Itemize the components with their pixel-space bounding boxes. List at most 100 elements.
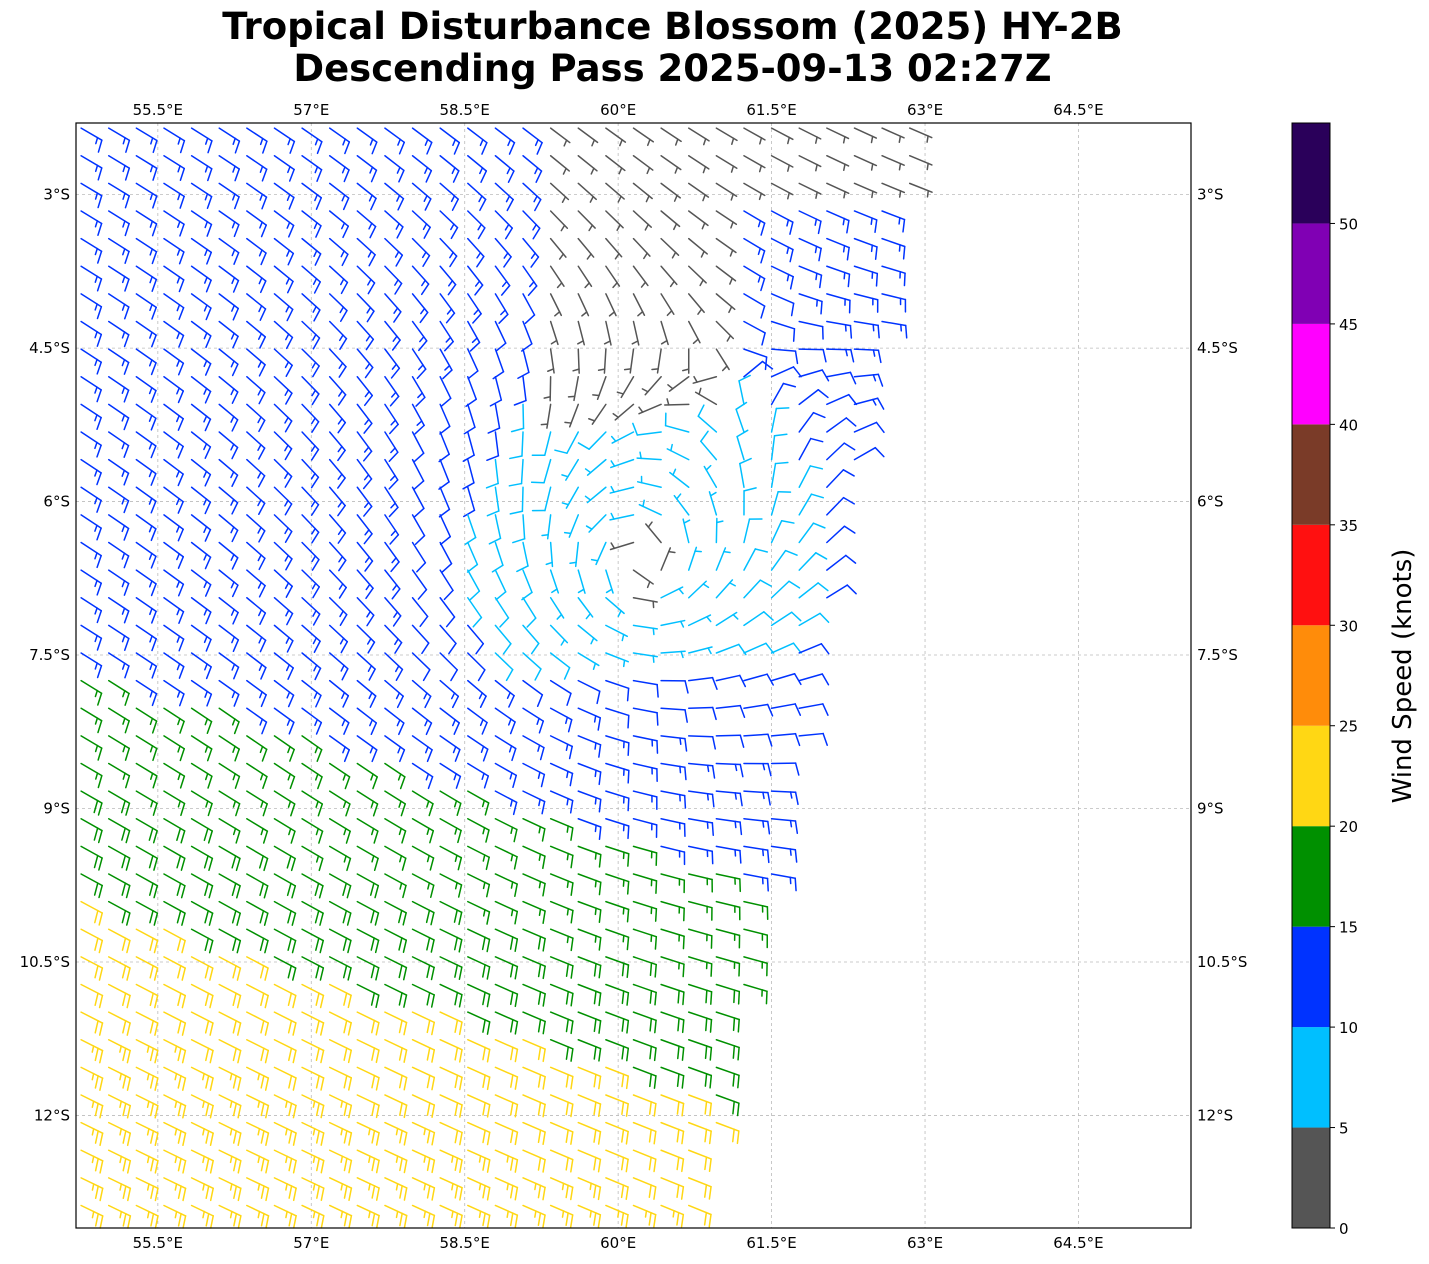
wind-barb [135,486,157,514]
wind-barb [328,569,347,599]
wind-barb [190,817,213,844]
wind-barb [218,735,240,762]
wind-barb [273,1121,297,1146]
wind-barb [467,679,487,708]
wind-barb [218,1177,242,1202]
wind-barb [163,596,185,624]
wind-barb [853,293,879,313]
wind-barb [384,154,405,183]
wind-barb [273,956,297,981]
colorbar-tick-label: 10 [1339,1019,1358,1037]
wind-barb [411,541,427,573]
wind-barb [163,790,186,817]
wind-barb [687,580,710,599]
wind-barb [246,348,266,377]
wind-barb [522,817,546,842]
wind-barb [585,514,607,533]
wind-barb [356,154,378,183]
wind-barb [853,348,882,364]
lat-tick-label-left: 4.5°S [29,339,70,357]
wind-barb [664,412,690,433]
wind-barb [273,403,293,433]
wind-barb [411,375,426,407]
wind-barb [301,956,325,981]
wind-barb [246,293,267,321]
wind-barb [218,679,240,707]
wind-barb [301,845,324,872]
wind-barb [246,762,268,790]
wind-barb [107,790,131,816]
wind-barb [521,320,533,352]
wind-barb [715,704,746,718]
wind-barb [632,422,662,436]
wind-barb [467,1038,491,1063]
wind-barb [135,375,157,403]
wind-barb [743,548,769,571]
wind-barb [494,1149,519,1173]
wind-barb [135,541,157,569]
wind-barb [218,900,241,926]
wind-barb [770,817,799,835]
wind-barb [605,817,630,840]
wind-barb [522,1121,546,1146]
wind-barb [549,293,563,317]
wind-barb [632,762,658,782]
wind-barb [660,845,686,866]
wind-barb [881,293,907,313]
wind-barb [572,348,580,374]
wind-barb [80,320,103,347]
wind-barb [509,431,524,460]
wind-barb [687,265,707,287]
wind-barb [438,431,450,463]
wind-barb [190,348,212,376]
wind-barb [163,237,185,265]
wind-barb [80,237,103,264]
wind-barb [411,431,425,463]
wind-barb [273,1011,297,1036]
wind-barb [218,458,239,487]
wind-barb [549,1066,574,1090]
lat-tick-label-right: 4.5°S [1197,339,1238,357]
wind-barb [301,873,324,899]
wind-barb [522,1011,546,1035]
wind-barb [301,127,323,155]
wind-barb [411,1204,436,1229]
wind-barb [603,320,612,346]
wind-barb [384,790,406,817]
wind-barb [273,679,295,708]
wind-barb [411,458,425,490]
wind-barb [463,486,476,518]
wind-barb [356,375,373,407]
wind-barb [80,762,103,789]
lat-tick-label-left: 6°S [43,493,70,511]
wind-barb [605,1177,629,1201]
wind-barb [218,817,241,844]
wind-barb [190,900,214,926]
wind-barb [743,127,766,145]
wind-barb [411,1011,435,1036]
wind-barb [411,127,433,155]
wind-barb [328,1204,353,1229]
colorbar-bin [1292,323,1330,425]
colorbar-bin [1292,524,1330,626]
wind-barb [80,679,103,706]
wind-barb [163,707,185,734]
wind-barb [356,1149,380,1174]
wind-barb [770,845,798,863]
wind-barb [577,652,600,671]
wind-barb [549,1149,574,1173]
wind-barb [798,673,830,686]
wind-barb [908,127,933,143]
wind-barb [467,983,491,1008]
wind-barb [384,873,407,899]
wind-barb [577,956,602,979]
wind-barb [439,1149,463,1174]
wind-barb [80,707,103,734]
wind-barb [135,1149,159,1174]
wind-barb [107,458,130,486]
wind-barb [660,735,688,752]
wind-barb [80,1177,104,1202]
wind-barb [356,1011,380,1036]
wind-barb [770,790,799,806]
wind-barb [273,486,293,516]
